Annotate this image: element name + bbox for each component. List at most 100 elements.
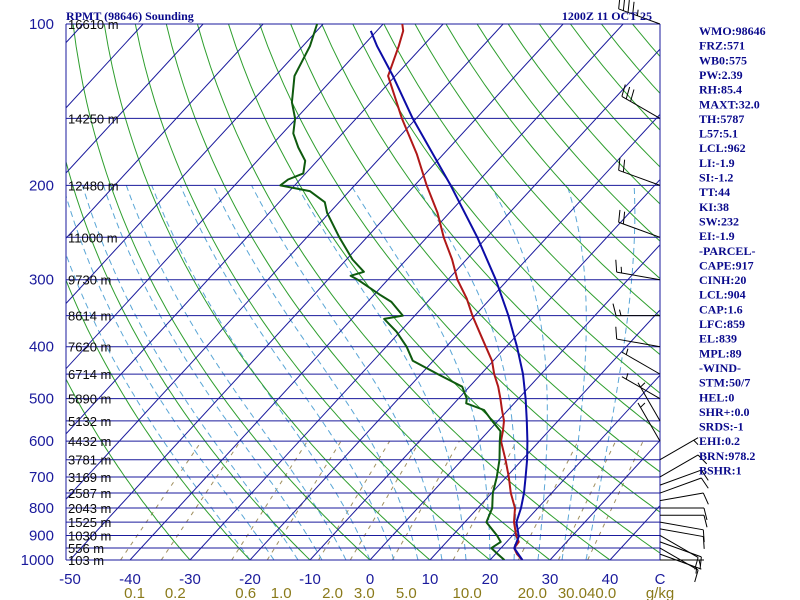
pressure-tick-label: 300 [29, 272, 54, 289]
pressure-tick-label: 1000 [21, 552, 54, 569]
pressure-tick-label: 800 [29, 500, 54, 517]
stability-index-line: EL:839 [699, 332, 737, 346]
wind-barb [612, 303, 660, 317]
wind-barb-staff [659, 437, 699, 461]
mixing-ratio-line [587, 440, 644, 560]
wind-barb-full [703, 515, 708, 528]
stability-index-line: EI:-1.9 [699, 229, 735, 243]
mixing-ratio-lines [120, 440, 644, 560]
chart-time: 1200Z 11 OCT 25 [562, 9, 652, 23]
height-label: 3169 m [68, 470, 111, 485]
wind-barb [659, 547, 699, 583]
isotherm-line [66, 24, 504, 500]
wind-barb-full [702, 492, 709, 505]
wind-barb-half [695, 567, 698, 574]
mixing-ratio-tick-label: 0.1 [124, 585, 145, 600]
height-label: 9730 m [68, 273, 111, 288]
mixing-ratio-tick-label: 1.0 [271, 585, 292, 600]
pressure-tick-label: 500 [29, 391, 54, 408]
wind-barb [618, 209, 661, 238]
stability-index-line: SI:-1.2 [699, 171, 733, 185]
wind-barb-staff [621, 376, 661, 400]
stability-index-line: -PARCEL- [699, 244, 755, 258]
dry-adiabat [103, 24, 431, 560]
dry-adiabat [570, 24, 660, 131]
stability-index-line: MPL:89 [699, 346, 742, 360]
isotherm-line [429, 309, 660, 560]
wind-barb-full [615, 326, 618, 340]
height-label: 1525 m [68, 515, 111, 530]
stability-index-line: KI:38 [699, 200, 729, 214]
height-label: 5890 m [68, 392, 111, 407]
wind-barb-staff [621, 95, 661, 119]
temperature-tick-label: 30 [542, 571, 559, 588]
stability-index-line: WB0:575 [699, 53, 747, 67]
mixing-ratio-tick-label: 20.0 [518, 585, 547, 600]
wind-barb-full [697, 454, 708, 465]
stability-index-line: SW:232 [699, 214, 739, 228]
wind-barb [618, 157, 661, 186]
pressure-tick-label: 600 [29, 433, 54, 450]
stability-index-line: WMO:98646 [699, 24, 766, 38]
height-label: 4432 m [68, 434, 111, 449]
mixing-ratio-line [517, 440, 579, 560]
wind-barb-staff [659, 547, 699, 571]
height-label: 5132 m [68, 414, 111, 429]
wind-barb-full [618, 157, 621, 171]
height-label: 1030 m [68, 528, 111, 543]
height-label: 2587 m [68, 486, 111, 501]
moist-adiabat [151, 185, 371, 560]
height-label: 3781 m [68, 453, 111, 468]
stability-index-line: -WIND- [699, 361, 741, 375]
wind-barb-half [693, 439, 699, 446]
chart-title: RPMT (98646) Sounding [66, 9, 194, 23]
isotherm-line [309, 178, 660, 560]
wind-barb-full [699, 556, 702, 570]
stability-index-line: EHI:0.2 [699, 434, 740, 448]
height-label: 11000 m [68, 230, 118, 245]
isotherm-line [69, 24, 564, 560]
mixing-ratio-tick-label: g/kg [646, 585, 674, 600]
height-label: 103 m [68, 553, 104, 568]
wind-barb-full [700, 477, 709, 489]
wind-barb-full [625, 86, 631, 100]
wind-barb-full [622, 211, 626, 225]
stability-index-line: BSHR:1 [699, 464, 742, 478]
isotherm-line [249, 113, 660, 560]
stability-index-line: BRN:978.2 [699, 449, 755, 463]
temperature-tick-label: 10 [422, 571, 439, 588]
wind-barb-half [640, 402, 646, 408]
isotherm-line [489, 374, 660, 560]
wind-barb [659, 541, 702, 570]
wind-barb [660, 514, 708, 528]
stability-index-line: TT:44 [699, 185, 730, 199]
wind-barb [621, 84, 661, 119]
wind-barb-half [619, 309, 622, 316]
stability-index-line: SRDS:-1 [699, 420, 744, 434]
stability-index-line: STM:50/7 [699, 376, 750, 390]
mixing-ratio-tick-label: 10.0 [453, 585, 482, 600]
stability-index-line: PW:2.39 [699, 68, 743, 82]
mixing-ratio-tick-label: 0.2 [165, 585, 186, 600]
dry-adiabats [66, 24, 660, 560]
isotherm-line [66, 24, 444, 435]
dry-adiabat [165, 24, 551, 560]
moist-adiabat [350, 185, 491, 560]
wind-barb-full [700, 469, 709, 481]
height-label: 556 m [68, 541, 104, 556]
wind-barb-staff [618, 221, 661, 238]
wind-barb-full [702, 529, 705, 543]
wind-barb [621, 348, 661, 375]
wind-barb [659, 469, 709, 486]
wind-barb [637, 382, 661, 422]
isobars [65, 23, 661, 561]
mixing-ratio-tick-label: 5.0 [396, 585, 417, 600]
moist-adiabat [296, 185, 467, 560]
temperature-trace [387, 24, 524, 560]
mixing-ratio-tick-label: 2.0 [322, 585, 343, 600]
temperature-tick-label: -20 [239, 571, 261, 588]
isotherm-line [66, 24, 264, 239]
wind-barb [615, 259, 661, 281]
stability-index-line: RH:85.4 [699, 83, 742, 97]
